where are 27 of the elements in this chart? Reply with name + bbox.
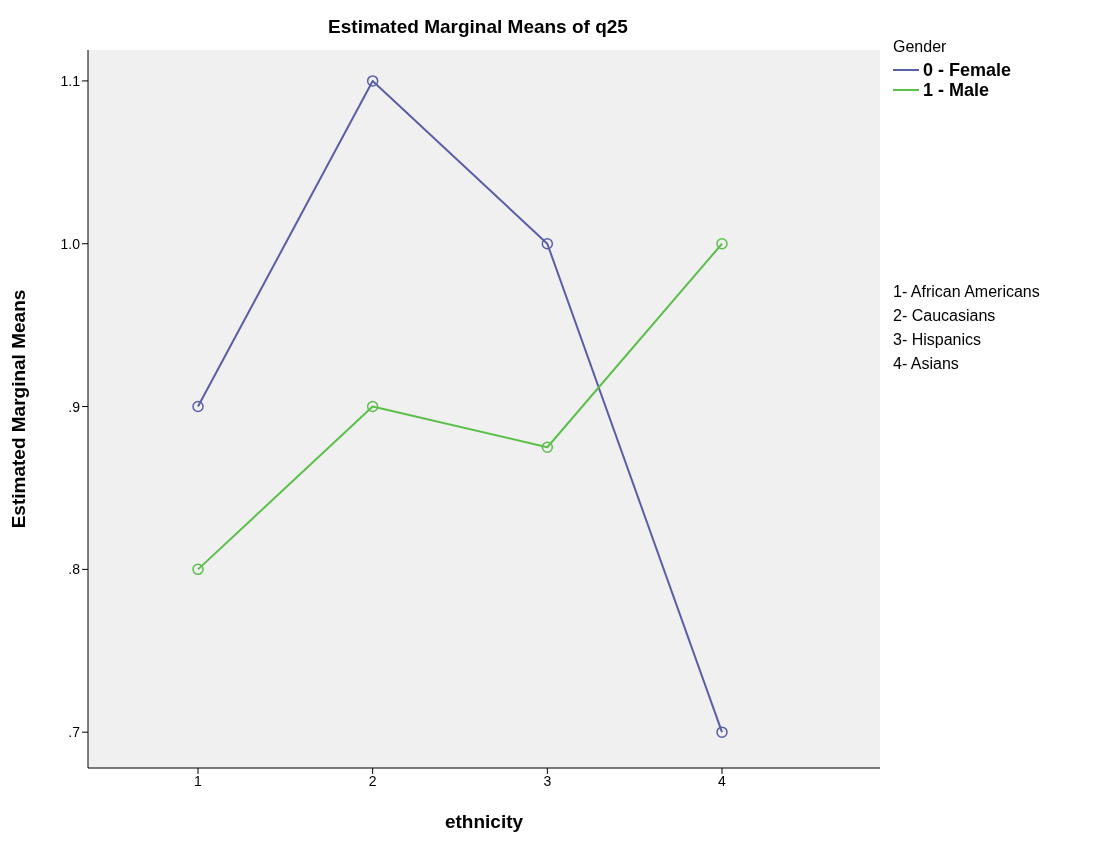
point: [716, 726, 728, 738]
x-tick-label: 4: [718, 772, 727, 789]
y-tick-label: 1.1: [60, 72, 81, 89]
y-axis-title: Estimated Marginal Means: [7, 289, 29, 529]
point: [541, 441, 554, 454]
point: [192, 400, 204, 413]
point: [541, 238, 554, 250]
chart-title: Estimated Marginal Means of q25: [327, 16, 629, 38]
point: [716, 238, 728, 250]
text: 1- African Americans: [893, 282, 1040, 302]
x-tick-label: 3: [543, 772, 552, 789]
legend-label: 0 - Female: [922, 60, 1012, 80]
text: 2- Caucasians: [893, 306, 997, 326]
point: [366, 75, 379, 87]
text: 4- Asians: [893, 354, 960, 374]
text: 3- Hispanics: [893, 330, 983, 350]
y-tick-label: .8: [68, 561, 81, 578]
x-tick-label: 2: [368, 772, 377, 789]
y-tick-label: 1.0: [60, 235, 81, 252]
point: [366, 400, 379, 413]
legend-label: 1 - Male: [922, 80, 991, 100]
x-tick-label: 1: [194, 772, 203, 789]
point: [192, 563, 204, 576]
legend-title: Gender: [893, 38, 948, 56]
x-axis-title: ethnicity: [444, 811, 524, 832]
y-tick-label: .7: [68, 724, 81, 741]
y-tick-label: .9: [68, 398, 81, 415]
